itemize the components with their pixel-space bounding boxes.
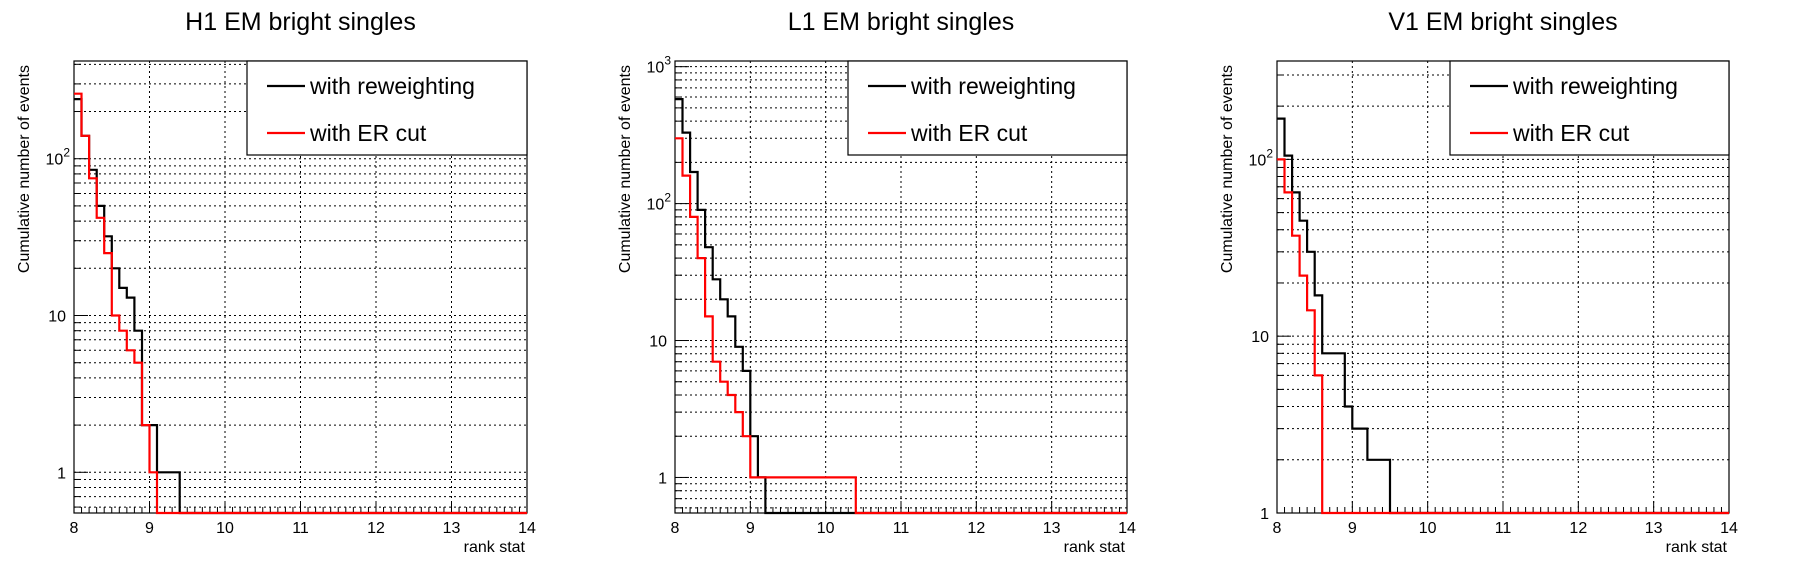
series-line-with-er-cut bbox=[1277, 158, 1729, 515]
x-tick-label: 10 bbox=[1419, 520, 1437, 537]
chart-panel-3: V1 EM bright singles 8 9 10 11 12 13 14 1 10 102 ra… bbox=[1219, 8, 1738, 556]
x-tick-label: 12 bbox=[1569, 520, 1587, 537]
x-tick-label: 11 bbox=[1495, 520, 1512, 537]
x-tick-label: 14 bbox=[518, 520, 536, 537]
x-tick-label: 13 bbox=[1645, 520, 1663, 537]
y-tick-label: 102 bbox=[647, 191, 672, 214]
series-line-with-reweighting bbox=[74, 97, 527, 515]
legend-label: with ER cut bbox=[910, 120, 1028, 146]
y-axis-title: Cumulative number of events bbox=[617, 65, 634, 273]
x-tick-label: 10 bbox=[817, 520, 835, 537]
y-tick-label: 1 bbox=[658, 470, 667, 487]
chart-panel-2: L1 EM bright singles 8 9 10 11 12 13 14 1 10 102 10… bbox=[617, 8, 1136, 556]
x-tick-label: 12 bbox=[367, 520, 385, 537]
chart-panel-1: H1 EM bright singles 8 9 10 11 12 13 14 1 10 102 ra… bbox=[16, 8, 536, 556]
x-tick-label: 13 bbox=[1043, 520, 1061, 537]
legend-label: with reweighting bbox=[309, 73, 475, 99]
x-tick-label: 14 bbox=[1720, 520, 1738, 537]
y-tick-label: 102 bbox=[1249, 146, 1274, 169]
y-tick-label: 1 bbox=[1260, 506, 1269, 523]
x-tick-label: 8 bbox=[671, 520, 680, 537]
legend: with reweighting with ER cut bbox=[847, 60, 1128, 156]
series-line-with-er-cut bbox=[74, 92, 527, 515]
series-line-with-er-cut bbox=[675, 137, 1127, 515]
y-tick-label: 1 bbox=[57, 465, 66, 482]
x-tick-label: 9 bbox=[1348, 520, 1357, 537]
chart-title: H1 EM bright singles bbox=[185, 8, 416, 36]
chart-title: L1 EM bright singles bbox=[788, 8, 1015, 36]
legend-box bbox=[246, 60, 528, 156]
y-tick-label: 102 bbox=[46, 146, 71, 169]
chart-title: V1 EM bright singles bbox=[1388, 8, 1617, 36]
series-line-with-reweighting bbox=[675, 97, 1127, 515]
x-axis-title: rank stat bbox=[1064, 539, 1126, 556]
x-axis-title: rank stat bbox=[464, 539, 526, 556]
y-tick-label: 103 bbox=[647, 54, 672, 77]
x-tick-label: 8 bbox=[1273, 520, 1282, 537]
legend: with reweighting with ER cut bbox=[246, 60, 528, 156]
x-tick-label: 9 bbox=[746, 520, 755, 537]
legend-label: with reweighting bbox=[1512, 73, 1678, 99]
legend-box bbox=[1449, 60, 1730, 156]
y-tick-label: 10 bbox=[48, 309, 66, 326]
x-tick-label: 11 bbox=[893, 520, 910, 537]
y-axis-title: Cumulative number of events bbox=[16, 65, 33, 273]
y-axis-title: Cumulative number of events bbox=[1219, 65, 1236, 273]
x-axis-title: rank stat bbox=[1666, 539, 1728, 556]
y-tick-label: 10 bbox=[649, 334, 667, 351]
x-tick-label: 13 bbox=[443, 520, 461, 537]
x-tick-label: 12 bbox=[967, 520, 985, 537]
legend: with reweighting with ER cut bbox=[1449, 60, 1730, 156]
x-tick-label: 14 bbox=[1118, 520, 1136, 537]
x-tick-label: 11 bbox=[292, 520, 309, 537]
x-tick-label: 8 bbox=[70, 520, 79, 537]
legend-label: with ER cut bbox=[309, 120, 427, 146]
legend-label: with ER cut bbox=[1512, 120, 1630, 146]
x-tick-label: 9 bbox=[145, 520, 154, 537]
x-tick-label: 10 bbox=[216, 520, 234, 537]
series-line-with-reweighting bbox=[1277, 117, 1729, 515]
legend-label: with reweighting bbox=[910, 73, 1076, 99]
legend-box bbox=[847, 60, 1128, 156]
y-tick-label: 10 bbox=[1251, 329, 1269, 346]
